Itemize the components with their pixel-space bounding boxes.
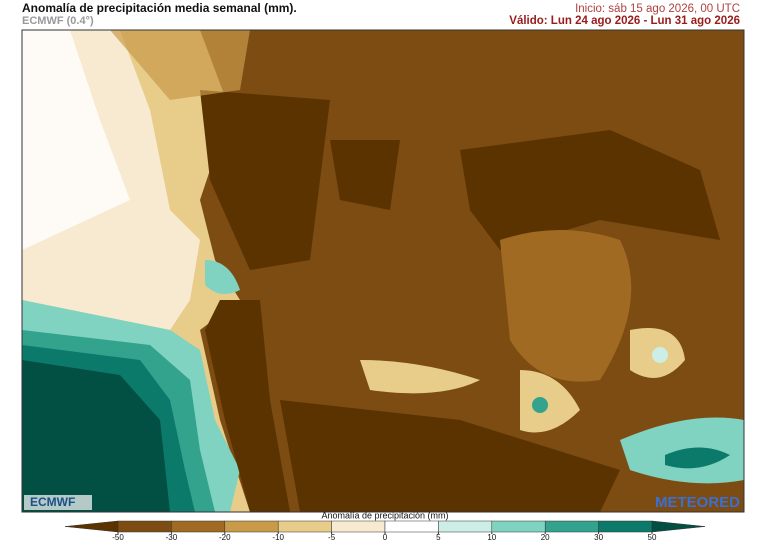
map: ECMWF METEORED <box>21 29 745 513</box>
colorbar-tick-label: -50 <box>112 533 124 542</box>
colorbar-tick-label: -30 <box>166 533 178 542</box>
colorbar-tick-label: -20 <box>219 533 231 542</box>
colorbar-tick-label: 50 <box>648 533 657 542</box>
colorbar-extension-low <box>64 520 119 533</box>
colorbar-segment <box>117 520 172 533</box>
logo-left: ECMWF <box>30 495 75 509</box>
colorbar-tick-label: -10 <box>272 533 284 542</box>
valid-date: Válido: Lun 24 ago 2026 - Lun 31 ago 202… <box>509 15 740 27</box>
legend-label: Anomalía de precipitación (mm) <box>321 510 448 520</box>
logo-right: METEORED <box>655 494 740 511</box>
colorbar-tick-label: -5 <box>328 533 336 542</box>
colorbar-segment <box>598 520 653 533</box>
colorbar-tick-label: 5 <box>436 533 441 542</box>
colorbar-segment <box>491 520 546 533</box>
colorbar-segment <box>438 520 493 533</box>
colorbar-segment <box>171 520 226 533</box>
colorbar-extension-high <box>651 520 706 533</box>
colorbar-segment <box>544 520 599 533</box>
model: ECMWF (0.4°) <box>22 15 94 27</box>
colorbar-segment <box>224 520 279 533</box>
colorbar: -50 -30 -20 -10 -5 0 5 10 20 30 50 <box>64 520 706 542</box>
colorbar-segment <box>277 520 332 533</box>
init-date: Inicio: sáb 15 ago 2026, 00 UTC <box>575 3 740 15</box>
colorbar-segment <box>384 520 439 533</box>
colorbar-tick-label: 30 <box>594 533 603 542</box>
colorbar-tick-label: 10 <box>487 533 496 542</box>
colorbar-segment <box>331 520 386 533</box>
colorbar-tick-label: 20 <box>541 533 550 542</box>
title: Anomalía de precipitación media semanal … <box>22 1 297 15</box>
colorbar-tick-label: 0 <box>383 533 388 542</box>
